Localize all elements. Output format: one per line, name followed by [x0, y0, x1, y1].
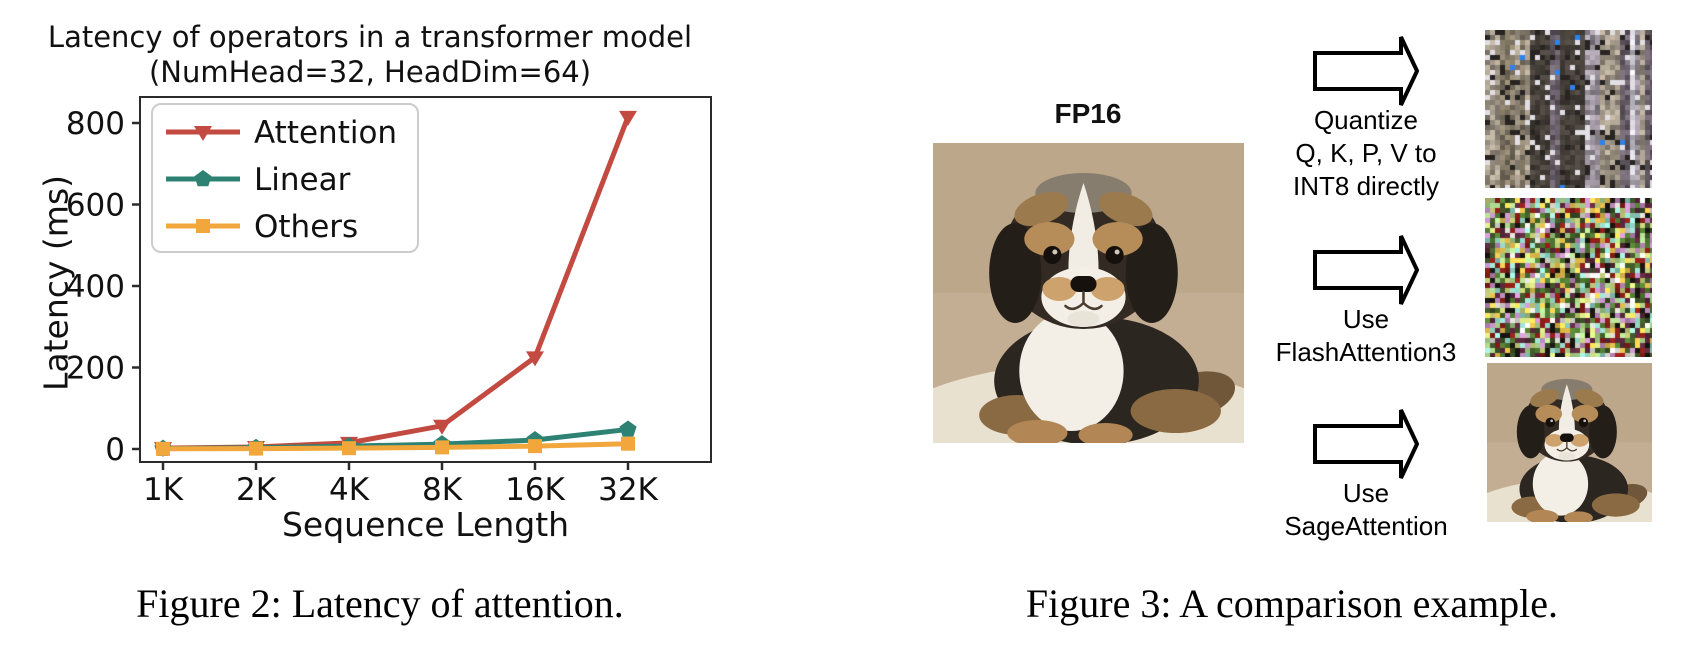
block-arrow-icon	[1313, 36, 1419, 106]
branch-3-label: Use SageAttention	[1266, 477, 1466, 543]
y-tick-label: 200	[66, 351, 125, 387]
block-arrow-icon	[1313, 409, 1419, 479]
sageattention-clean-output-image	[1449, 362, 1690, 578]
y-tick-label: 600	[66, 188, 125, 224]
figure-3-caption: Figure 3: A comparison example.	[1025, 581, 1559, 626]
legend-box	[151, 103, 419, 253]
chart-title-line2: (NumHead=32, HeadDim=64)	[148, 55, 592, 89]
data-point-marker	[342, 441, 356, 456]
series-line-others	[160, 441, 631, 452]
data-point-marker	[528, 439, 542, 454]
x-tick-label: 8K	[422, 472, 463, 508]
data-point-marker	[249, 441, 263, 456]
data-point-marker	[196, 219, 210, 233]
y-tick-label: 400	[66, 269, 125, 305]
figure-2-caption: Figure 2: Latency of attention.	[136, 581, 624, 626]
legend-label: Attention	[254, 115, 397, 151]
data-point-marker	[194, 170, 212, 187]
branch-2-label: Use FlashAttention3	[1261, 303, 1471, 369]
x-tick-label: 4K	[329, 472, 370, 508]
branch-1-label-line3: INT8 directly	[1293, 171, 1439, 201]
fp16-dog-image	[933, 143, 1244, 443]
branch-2-label-line2: FlashAttention3	[1275, 337, 1457, 367]
branch-1-label-line2: Q, K, P, V to	[1295, 138, 1437, 168]
int8-direct-noisy-output-image	[1485, 30, 1652, 188]
data-point-marker	[156, 441, 170, 456]
branch-3-label-line1: Use	[1342, 478, 1390, 508]
branch-1-label-line1: Quantize	[1313, 105, 1419, 135]
data-point-marker	[526, 351, 544, 367]
x-tick-label: 32K	[598, 472, 658, 508]
fp16-label: FP16	[1054, 98, 1122, 129]
data-point-marker	[619, 420, 637, 437]
x-tick-label: 16K	[505, 472, 565, 508]
x-tick-label: 2K	[236, 472, 277, 508]
latency-line-chart: 0 200 400 600 800 1K 2K 4K 8K 16K 32K Attention Line…	[0, 0, 760, 560]
y-tick-label: 0	[105, 432, 125, 468]
chart-title-line1: Latency of operators in a transformer mo…	[47, 20, 693, 54]
legend-label: Linear	[254, 162, 351, 198]
y-axis-label: Latency (ms)	[36, 174, 76, 392]
chart-canvas: 0 200 400 600 800 1K 2K 4K 8K 16K 32K Attention Line…	[66, 96, 712, 508]
branch-2-label-line1: Use	[1342, 304, 1390, 334]
chart-title: Latency of operators in a transformer mo…	[28, 20, 712, 90]
data-point-marker	[619, 110, 637, 126]
branch-1-label: Quantize Q, K, P, V to INT8 directly	[1281, 104, 1451, 203]
legend-label: Others	[254, 209, 358, 245]
flashattention3-noisy-output-image	[1485, 198, 1652, 357]
data-point-marker	[433, 419, 451, 435]
plot-frame	[139, 96, 712, 463]
y-tick-label: 800	[66, 106, 125, 142]
x-axis-label: Sequence Length	[281, 505, 570, 544]
data-point-marker	[435, 440, 449, 455]
x-tick-label: 1K	[143, 472, 184, 508]
block-arrow-icon	[1313, 235, 1419, 305]
data-point-marker	[194, 126, 212, 141]
data-point-marker	[621, 436, 635, 451]
branch-3-label-line2: SageAttention	[1284, 511, 1448, 541]
